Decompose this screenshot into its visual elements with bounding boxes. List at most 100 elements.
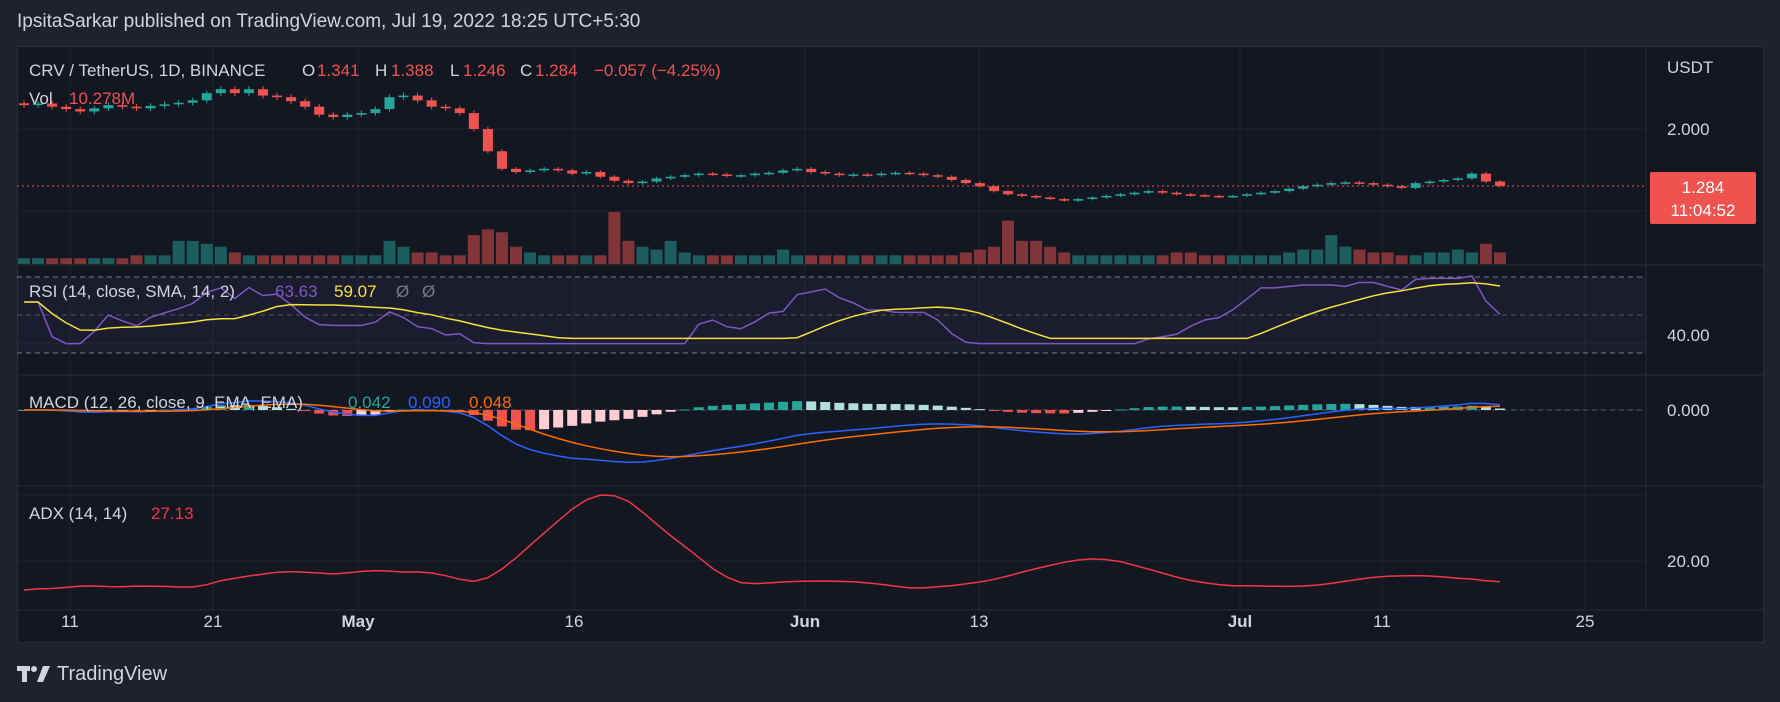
macd-histogram-bar — [595, 410, 606, 422]
symbol-title[interactable]: CRV / TetherUS, 1D, BINANCE — [29, 61, 266, 80]
candle-body — [960, 179, 971, 184]
volume-bar — [425, 252, 438, 264]
macd-histogram-bar — [511, 410, 521, 430]
candle-body — [1227, 195, 1238, 198]
candle-body — [243, 89, 254, 94]
rsi-pane — [24, 275, 1501, 345]
macd-histogram-bar — [721, 404, 732, 410]
candle-body — [1284, 188, 1295, 192]
candle-body — [974, 183, 985, 187]
macd-histogram-bar — [792, 401, 803, 410]
chart-frame[interactable] — [17, 46, 1764, 643]
macd-histogram-bar — [356, 410, 367, 416]
volume-bar — [594, 255, 607, 264]
open-letter: O — [302, 61, 315, 80]
volume-bar — [495, 232, 508, 264]
macd-histogram-bar — [918, 404, 929, 410]
volume-bar — [622, 240, 635, 264]
volume-bar — [285, 255, 298, 264]
macd-histogram-bar — [567, 410, 578, 426]
macd-label[interactable]: MACD (12, 26, close, 9, EMA, EMA) — [29, 393, 303, 412]
rsi-na-2: Ø — [422, 282, 435, 301]
candle-body — [398, 95, 409, 98]
volume-bar — [1058, 252, 1071, 264]
volume-bar — [1367, 252, 1380, 264]
candle-body — [1185, 194, 1196, 196]
volume-bar — [32, 258, 45, 264]
volume-bar — [144, 255, 157, 264]
volume-bar — [1479, 243, 1492, 264]
volume-bar — [88, 258, 101, 264]
macd-histogram-bar — [1087, 410, 1098, 412]
volume-bar — [777, 249, 790, 264]
macd-histogram-bar — [201, 406, 212, 410]
candle-body — [806, 168, 817, 172]
macd-histogram-bar — [876, 403, 887, 410]
volume-bar — [1086, 255, 1099, 264]
candle-body — [454, 108, 465, 114]
macd-histogram-bar — [609, 410, 620, 421]
volume-bar — [369, 255, 382, 264]
macd-histogram-bar — [286, 408, 297, 410]
candle-body — [792, 168, 803, 171]
macd-histogram-bar — [1256, 406, 1267, 410]
candle-body — [496, 151, 507, 169]
footer[interactable]: TradingView — [17, 660, 167, 688]
volume-bar — [1409, 255, 1422, 264]
candle-body — [693, 173, 704, 176]
volume-bar — [299, 255, 312, 264]
macd-histogram-bar — [131, 410, 142, 411]
volume-value: 10.278M — [69, 89, 135, 108]
volume-bar — [510, 246, 522, 264]
candle-body — [370, 109, 381, 114]
adx-label[interactable]: ADX (14, 14) — [29, 504, 127, 523]
volume-bar — [987, 246, 1000, 264]
time-axis[interactable]: 11 21 May 16 Jun 13 Jul 11 25 — [61, 612, 1594, 631]
candle-body — [904, 172, 915, 175]
candle-body — [1017, 194, 1028, 196]
macd-histogram-bar — [300, 410, 311, 411]
volume-bar — [453, 255, 466, 264]
close-value: 1.284 — [535, 61, 578, 80]
rsi-label[interactable]: RSI (14, close, SMA, 14, 2) — [29, 282, 235, 301]
volume-bar — [608, 212, 621, 264]
macd-histogram-bar — [679, 409, 690, 411]
macd-histogram-bar — [904, 404, 915, 410]
macd-histogram-bar — [890, 404, 901, 410]
macd-histogram-bar — [314, 410, 325, 414]
low-value: 1.246 — [463, 61, 506, 80]
macd-histogram-bar — [1073, 410, 1084, 413]
macd-histogram-bar — [1340, 403, 1351, 410]
macd-histogram-bar — [988, 410, 999, 411]
volume-bar — [214, 246, 227, 264]
candle-body — [1410, 183, 1421, 188]
candle-body — [1087, 197, 1098, 200]
volume-bar — [74, 258, 87, 264]
volume-bar — [1325, 235, 1338, 264]
macd-histogram-bar — [834, 402, 845, 410]
volume-bar — [861, 255, 874, 264]
macd-histogram-bar — [1312, 404, 1323, 410]
candle-body — [637, 181, 648, 184]
macd-histogram-bar — [637, 410, 648, 417]
candle-body — [1241, 194, 1252, 196]
rsi-sma-line — [24, 282, 1501, 340]
candle-body — [103, 105, 114, 109]
volume-bar — [1030, 240, 1043, 264]
macd-histogram-bar — [1270, 406, 1281, 410]
candle-body — [988, 186, 999, 192]
volume-bar — [1240, 255, 1253, 264]
candle-body — [173, 102, 184, 105]
candle-body — [75, 109, 86, 112]
volume-bar — [763, 255, 776, 264]
candle-body — [1045, 197, 1056, 200]
volume-bar — [636, 246, 649, 264]
candle-body — [356, 113, 367, 115]
candle-body — [159, 104, 170, 106]
volume-bar — [791, 255, 804, 264]
candle-body — [820, 171, 831, 174]
macd-histogram-bar — [496, 410, 507, 427]
macd-histogram-bar — [1199, 406, 1210, 410]
candle-body — [1382, 184, 1393, 187]
